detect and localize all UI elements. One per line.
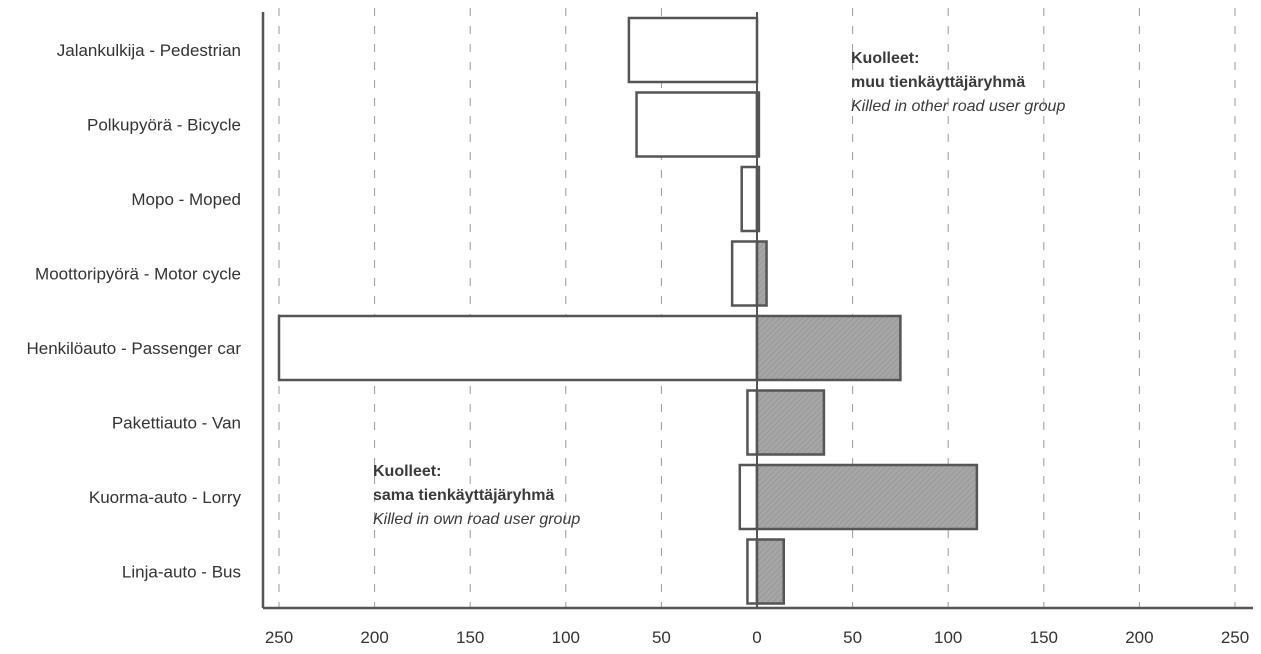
annotation-own-group-line: sama tienkäyttäjäryhmä: [373, 487, 555, 504]
bar-own-group: [277, 314, 759, 382]
category-label: Linja-auto - Bus: [122, 563, 241, 582]
bar-other-group: [755, 240, 768, 307]
x-tick-label: 50: [843, 628, 862, 647]
bar-own-group: [746, 389, 759, 456]
bar-own-group: [730, 240, 759, 307]
bar-own-group: [635, 91, 759, 158]
annotation-own-group-line: Killed in own road user group: [373, 511, 580, 528]
bar-other-group: [755, 314, 902, 382]
category-label: Moottoripyörä - Motor cycle: [35, 265, 241, 284]
x-tick-label: 100: [552, 628, 580, 647]
bar-own-group: [627, 16, 759, 84]
bar-own-group: [746, 538, 759, 605]
category-label: Jalankulkija - Pedestrian: [57, 41, 241, 60]
bar-other-group: [755, 538, 786, 605]
annotation-other-group-line: Kuolleet:: [851, 50, 919, 67]
category-label: Polkupyörä - Bicycle: [87, 116, 241, 135]
category-label: Pakettiauto - Van: [112, 414, 241, 433]
x-tick-label: 150: [1030, 628, 1058, 647]
x-tick-label: 0: [752, 628, 761, 647]
x-tick-label: 150: [456, 628, 484, 647]
annotation-own-group-line: Kuolleet:: [373, 463, 441, 480]
category-label: Henkilöauto - Passenger car: [26, 339, 241, 358]
category-label: Kuorma-auto - Lorry: [89, 488, 242, 507]
x-tick-label: 100: [934, 628, 962, 647]
category-label: Mopo - Moped: [131, 190, 241, 209]
x-tick-label: 200: [360, 628, 388, 647]
x-tick-label: 50: [652, 628, 671, 647]
annotation-other-group-line: muu tienkäyttäjäryhmä: [851, 74, 1025, 91]
x-tick-label: 250: [1221, 628, 1249, 647]
annotation-other-group-line: Killed in other road user group: [851, 98, 1065, 115]
x-tick-label: 250: [265, 628, 293, 647]
x-tick-label: 200: [1125, 628, 1153, 647]
bar-own-group: [740, 165, 759, 233]
bar-other-group: [755, 389, 826, 456]
bar-other-group: [755, 463, 979, 531]
bar-own-group: [738, 463, 759, 531]
